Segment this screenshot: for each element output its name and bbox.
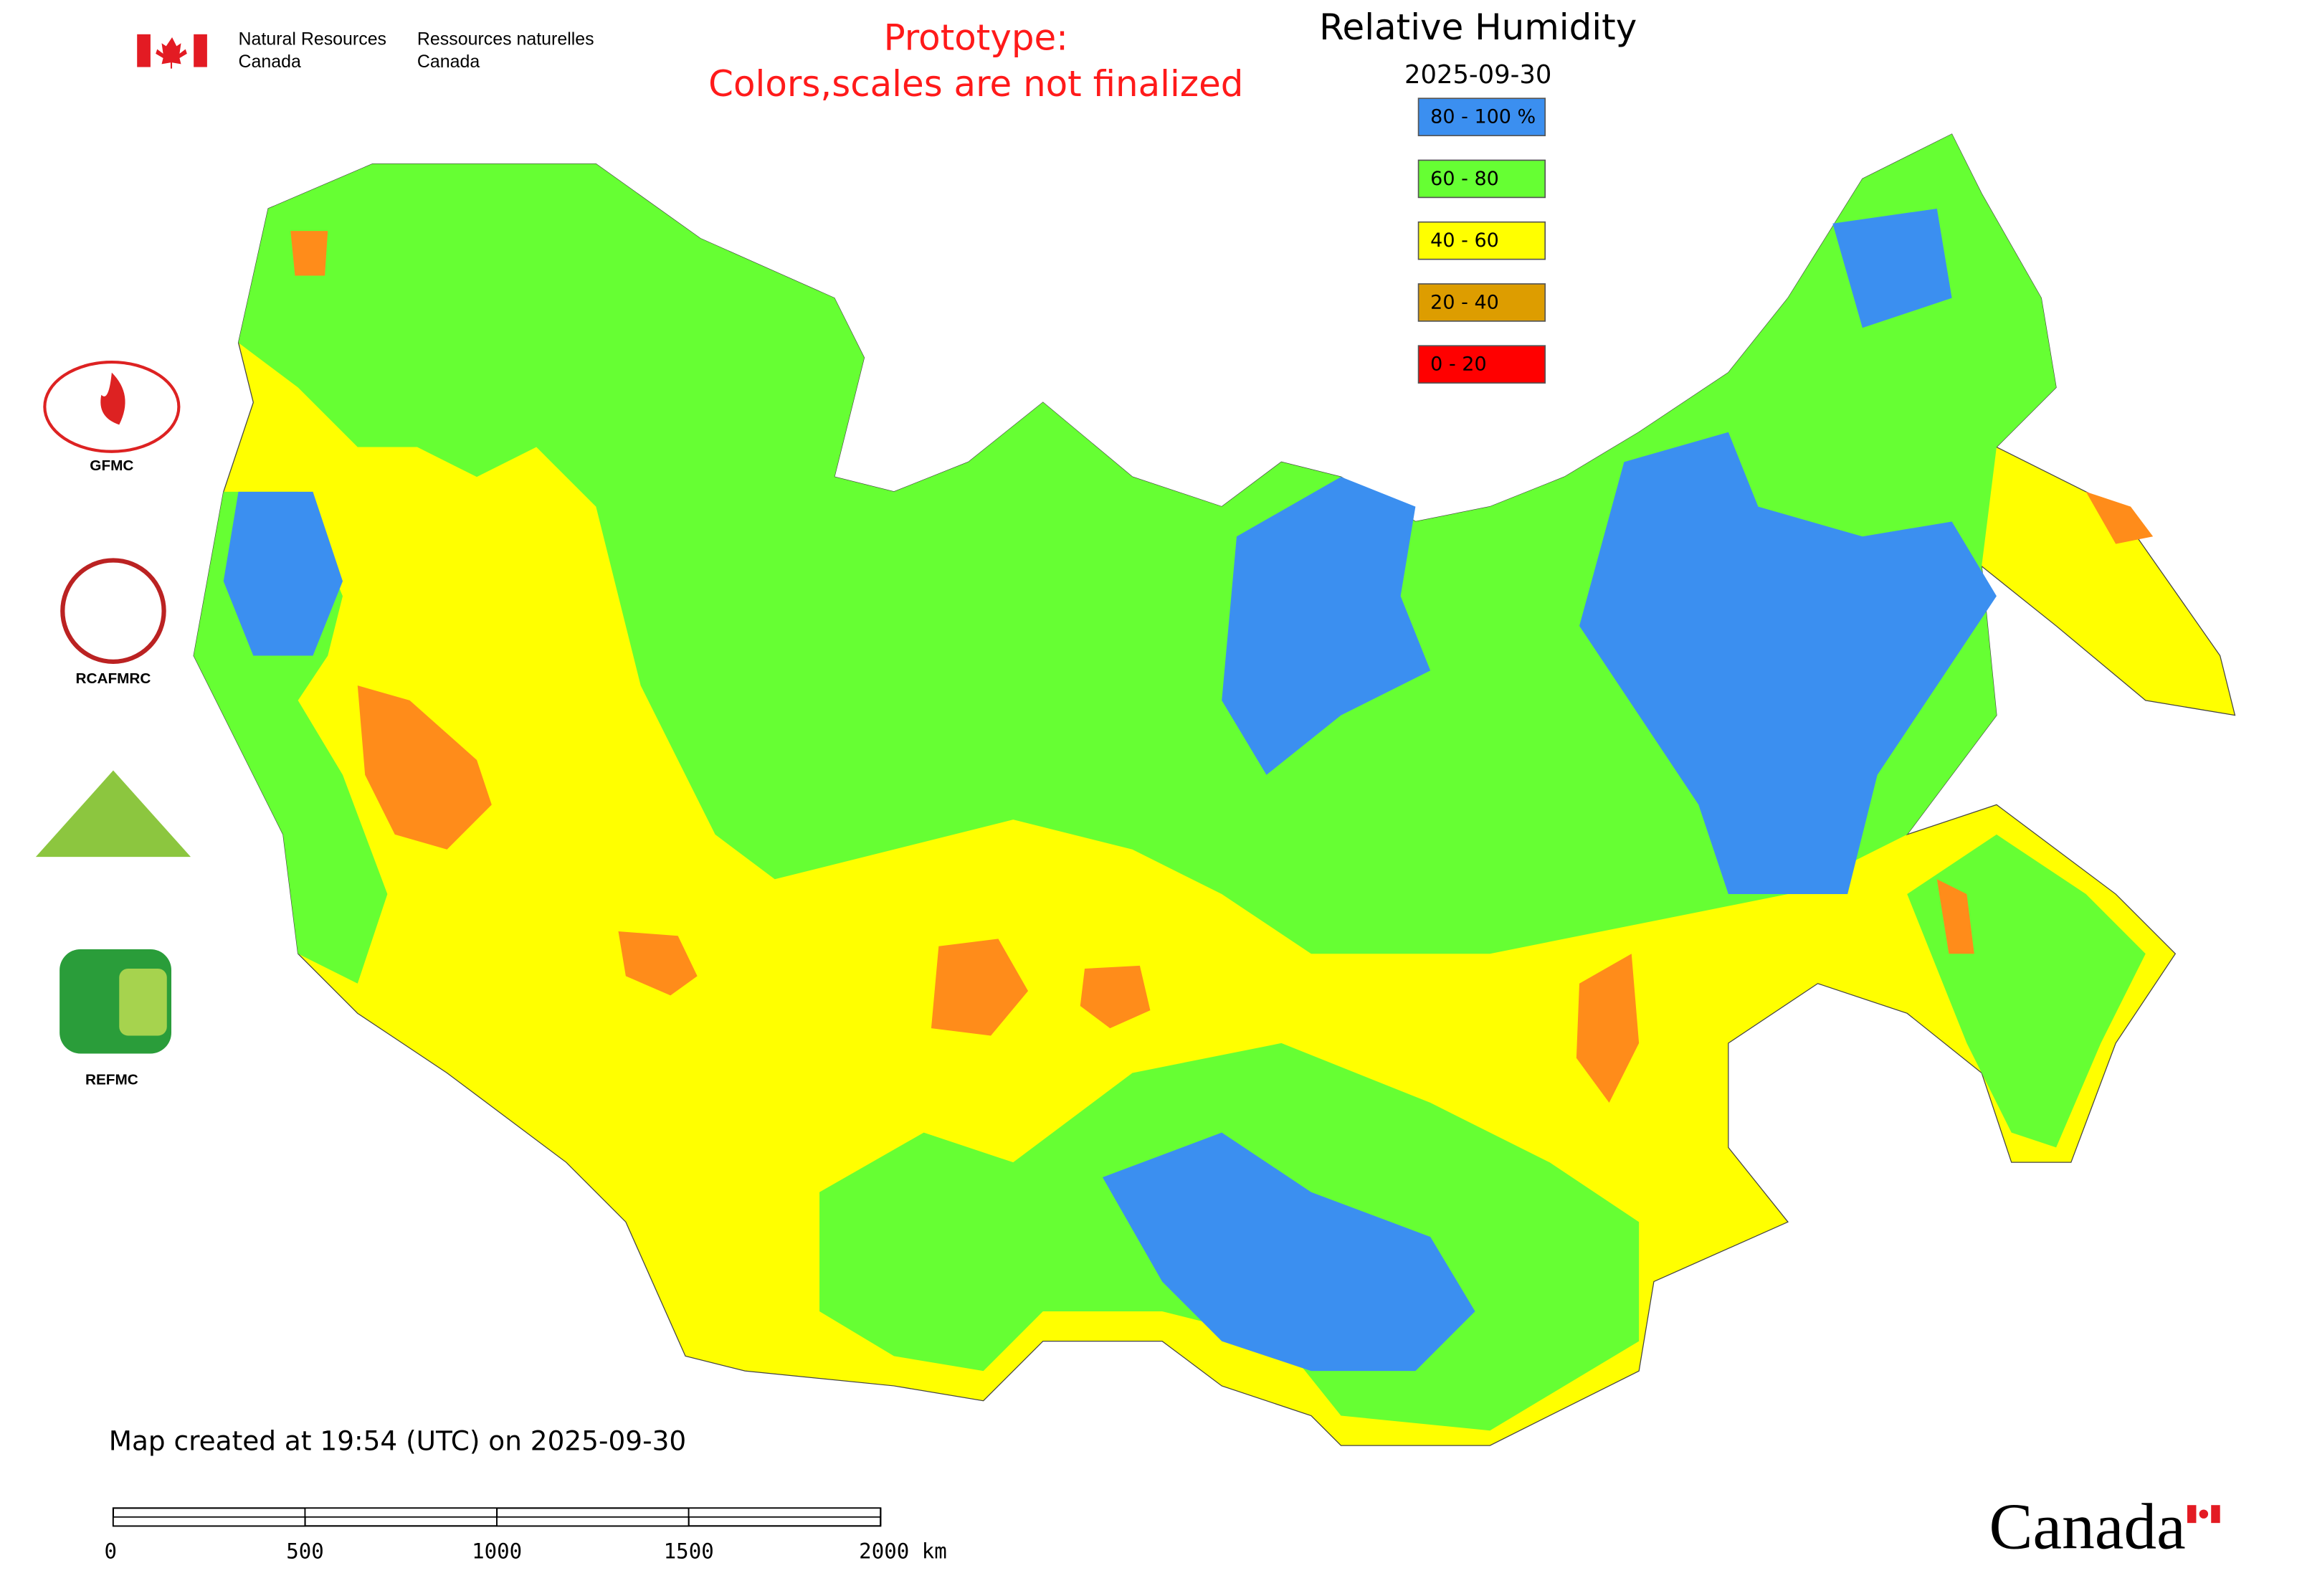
- wet-zone: [1832, 208, 1952, 328]
- legend-swatch: [1417, 283, 1546, 322]
- department-en: Canada: [239, 52, 301, 72]
- legend-label: 0 - 20: [1430, 353, 1486, 376]
- dry-zone: [618, 931, 698, 996]
- maple-leaf: [156, 37, 187, 69]
- map-title: Relative Humidity: [1319, 6, 1637, 48]
- legend: 80 - 100 % 60 - 80 40 - 60 20 - 40 0 - 20: [1417, 98, 1546, 384]
- legend-swatch: [1417, 221, 1546, 260]
- flag-bar: [2211, 1505, 2220, 1524]
- wet-zone: [223, 491, 343, 656]
- logo-flame: [100, 372, 125, 425]
- flag-bar: [2187, 1505, 2197, 1524]
- dry-zone: [2085, 491, 2154, 544]
- scale-segment: [688, 1507, 882, 1518]
- scale-label: 2000 km: [859, 1539, 947, 1564]
- legend-label: 40 - 60: [1430, 229, 1499, 252]
- prototype-notice: Colors,scales are not finalized: [708, 63, 1243, 105]
- scale-label: 500: [286, 1539, 324, 1564]
- legend-label: 80 - 100 %: [1430, 106, 1536, 128]
- dry-zone: [1576, 954, 1640, 1103]
- legend-swatch: [1417, 98, 1546, 136]
- logos: GFMC RCAFMRC REFMC: [35, 360, 191, 1088]
- legend-label: 20 - 40: [1430, 291, 1499, 313]
- maple-leaf: [2199, 1509, 2209, 1519]
- map-date: 2025-09-30: [1404, 60, 1551, 90]
- dry-zone: [357, 685, 492, 850]
- dry-zone: [290, 231, 328, 276]
- department-fr: Canada: [417, 52, 480, 72]
- logo-reefmc: [35, 770, 191, 858]
- prototype-notice: Prototype:: [884, 17, 1068, 59]
- logo-gfmc: [43, 360, 181, 453]
- legend-label: 60 - 80: [1430, 168, 1499, 190]
- flag-bar: [137, 34, 151, 67]
- logo-label: GFMC: [90, 457, 133, 474]
- legend-swatch: [1417, 345, 1546, 384]
- scale-label: 0: [104, 1539, 117, 1564]
- logo-label: RCAFMRC: [75, 670, 151, 687]
- scale-segment: [113, 1516, 306, 1527]
- dry-zone: [1080, 965, 1151, 1029]
- legend-swatch: [1417, 159, 1546, 199]
- canada-wordmark: Canada: [1989, 1491, 2220, 1563]
- logo-refmc-inner: [119, 968, 167, 1036]
- department-fr: Ressources naturelles: [417, 29, 594, 49]
- wet-zone: [1579, 432, 1997, 895]
- wet-zone: [1222, 477, 1431, 775]
- scale-label: 1500: [664, 1539, 714, 1564]
- dry-zone: [1936, 879, 1974, 954]
- logo-rcafmrc: [60, 558, 166, 664]
- nrc-signature: Natural Resources Canada Ressources natu…: [137, 29, 594, 72]
- created-note: Map created at 19:54 (UTC) on 2025-09-30: [109, 1425, 686, 1456]
- logo-label: REFMC: [85, 1071, 138, 1088]
- wet-zone: [1102, 1132, 1475, 1372]
- scale-label: 1000: [472, 1539, 522, 1564]
- department-en: Natural Resources: [239, 29, 387, 49]
- scale-segment: [304, 1507, 498, 1518]
- scale-segment: [496, 1516, 690, 1527]
- scale-bar: 0 500 1000 1500 2000 km: [104, 1507, 947, 1564]
- flag-bar: [194, 34, 207, 67]
- humid-zone: [238, 134, 2057, 954]
- dry-zone: [931, 939, 1029, 1036]
- wordmark: Canada: [1989, 1491, 2186, 1563]
- map: [193, 133, 2236, 1446]
